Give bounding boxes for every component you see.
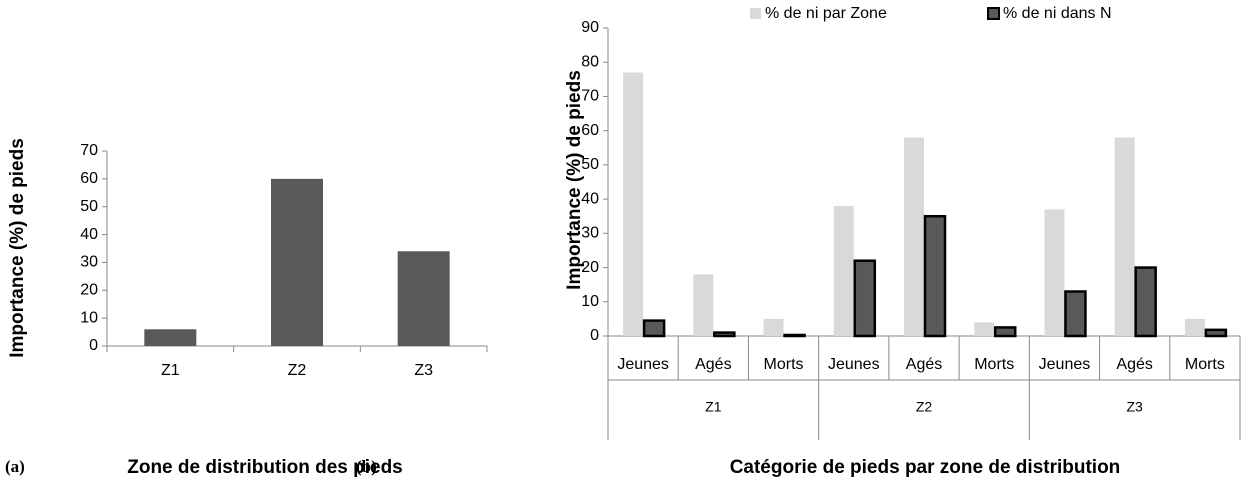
y-tick-label: 20 — [581, 259, 599, 276]
group-label: Z1 — [705, 399, 722, 415]
panel-label: (a) — [5, 457, 25, 476]
x-tick-label: Jeunes — [828, 356, 880, 373]
y-tick-label: 50 — [581, 156, 599, 173]
bar — [271, 178, 323, 346]
x-axis-label: Catégorie de pieds par zone de distribut… — [730, 457, 1121, 478]
y-tick-label: 10 — [80, 309, 98, 326]
bar — [642, 319, 666, 338]
bar — [783, 333, 806, 338]
bar — [1204, 328, 1228, 338]
bar — [763, 318, 784, 336]
bar — [623, 72, 644, 336]
bar — [397, 251, 450, 346]
bar — [904, 137, 924, 336]
y-tick-label: 60 — [80, 170, 98, 187]
x-tick-label: Morts — [764, 356, 804, 373]
bar — [833, 205, 854, 336]
x-tick-label: Morts — [974, 356, 1014, 373]
x-tick-label: Jeunes — [617, 356, 669, 373]
bar — [713, 331, 736, 338]
bar — [1134, 266, 1157, 338]
x-tick-label: Z2 — [288, 362, 307, 379]
y-axis-label: Importance (%) de pieds — [564, 70, 585, 290]
panel-label: (b) — [356, 457, 377, 476]
group-label: Z2 — [916, 399, 933, 415]
bar — [853, 259, 877, 338]
x-tick-label: Morts — [1185, 356, 1225, 373]
bar — [1114, 137, 1135, 336]
y-axis-label: Importance (%) de pieds — [7, 138, 28, 358]
y-tick-label: 30 — [581, 225, 599, 242]
y-tick-label: 40 — [80, 226, 98, 243]
y-tick-label: 10 — [581, 293, 599, 310]
legend-label: % de ni dans N — [1003, 5, 1112, 22]
y-tick-label: 50 — [80, 198, 98, 215]
bar — [1184, 318, 1205, 336]
x-tick-label: Jeunes — [1039, 356, 1091, 373]
bar — [1044, 209, 1065, 336]
y-tick-label: 20 — [80, 282, 98, 299]
legend-swatch — [987, 7, 1000, 20]
y-tick-label: 0 — [590, 327, 599, 344]
y-tick-label: 60 — [581, 122, 599, 139]
bar — [974, 322, 995, 336]
y-tick-label: 80 — [581, 53, 599, 70]
y-tick-label: 70 — [581, 88, 599, 105]
y-tick-label: 0 — [89, 337, 98, 354]
bar — [1064, 290, 1087, 338]
x-tick-label: Agés — [906, 356, 942, 373]
x-tick-label: Agés — [1116, 356, 1152, 373]
x-axis-label: Zone de distribution des pieds — [127, 457, 403, 478]
y-tick-label: 70 — [80, 142, 98, 159]
bar — [693, 274, 714, 336]
legend-label: % de ni par Zone — [765, 5, 887, 22]
y-tick-label: 30 — [80, 254, 98, 271]
x-tick-label: Z1 — [161, 362, 180, 379]
y-tick-label: 90 — [581, 19, 599, 36]
bar — [923, 214, 947, 338]
legend-swatch — [750, 8, 761, 19]
x-tick-label: Agés — [695, 356, 731, 373]
group-label: Z3 — [1126, 399, 1143, 415]
bar — [993, 326, 1017, 338]
y-tick-label: 40 — [581, 190, 599, 207]
bar — [144, 329, 197, 346]
x-tick-label: Z3 — [414, 362, 433, 379]
